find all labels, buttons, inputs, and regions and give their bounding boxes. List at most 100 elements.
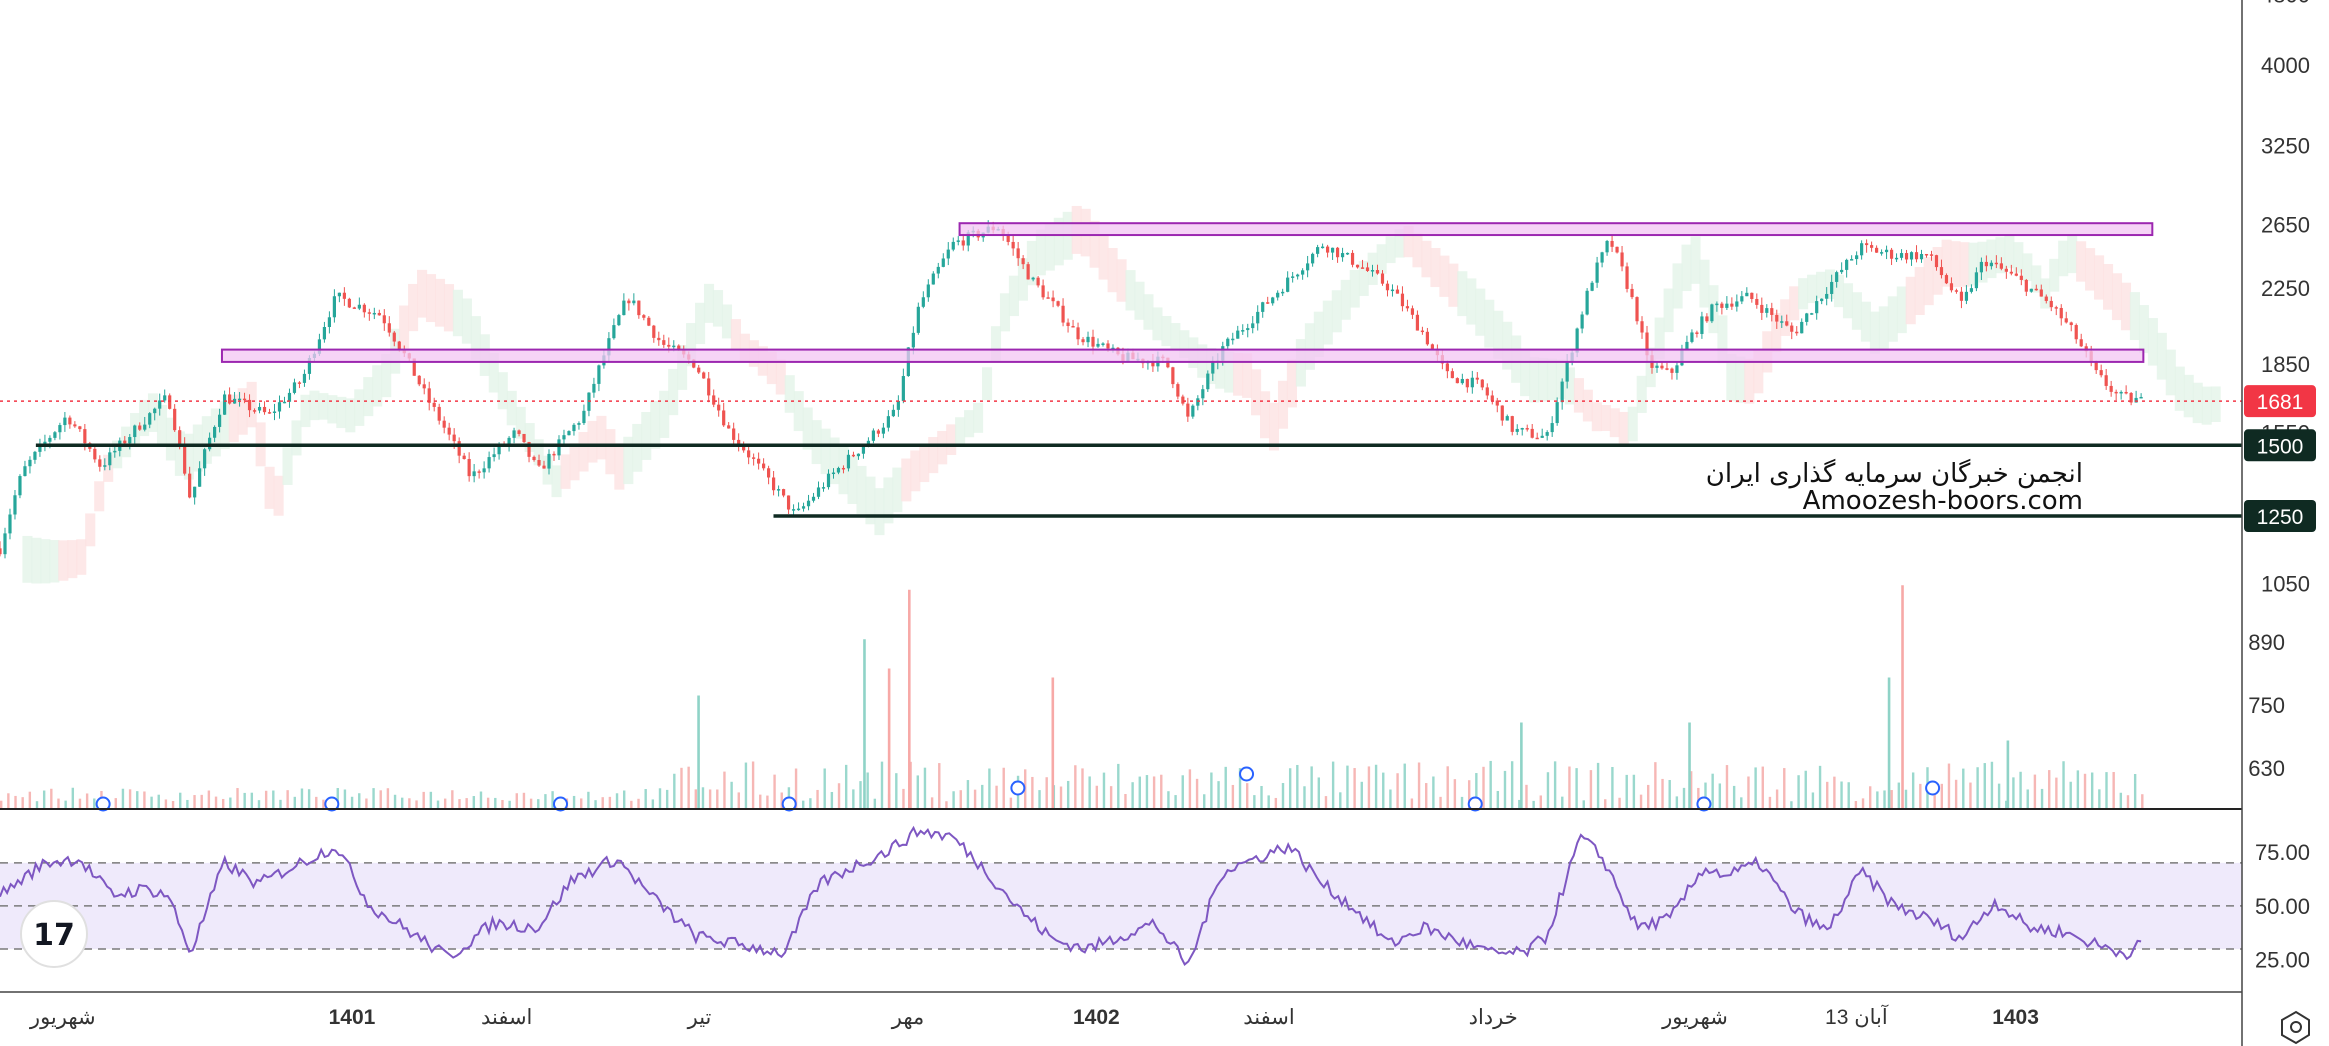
candle-body [2004,268,2008,272]
cloud-segment [1887,296,1898,342]
cloud-segment [820,428,831,475]
candle-body [1301,270,1305,275]
candle-body [1011,241,1015,249]
time-axis[interactable]: شهریور 1401 اسفند تیر مهر 1402 اسفند خرداد شهریو… [29,1003,2039,1030]
volume-spike [1051,677,1055,808]
cloud-segment [1125,270,1136,311]
candle-body [637,300,641,316]
cloud-segment [1654,317,1665,360]
candle-body [173,408,177,431]
candle-body [622,300,626,316]
volume-bar [1732,785,1736,808]
candle-body [1740,296,1744,302]
resistance-zones[interactable] [220,222,2154,363]
volume-bar [1654,762,1657,808]
candle-body [183,443,187,474]
volume-bar [1117,763,1120,808]
candle-body [552,453,556,456]
candle-body [1989,262,1993,267]
cloud-segment [1376,244,1387,274]
volume-bar [1303,786,1306,808]
volume-bar [0,800,3,808]
candle-body [1480,379,1484,388]
support-lines[interactable] [35,443,2242,518]
cloud-segment [470,316,481,360]
volume-bar [494,797,497,808]
candle-body [153,408,157,414]
volume-bar [1962,768,1965,808]
candle-body [332,296,336,318]
candle-body [1465,378,1469,388]
volume-bar [1510,761,1514,808]
cloud-segment [1152,307,1163,341]
volume-bar [1145,775,1149,808]
candle-body [781,489,786,496]
candle-body [1291,276,1295,278]
volume-bar [229,797,232,808]
volume-bar [873,798,877,808]
volume-bar [2119,792,2123,808]
cloud-segment [1251,369,1262,416]
volume-bar [128,789,132,808]
volume-bar [257,800,261,808]
volume-bar [522,792,526,808]
candle-body [2134,397,2138,403]
candle-body [1510,416,1514,432]
volume-bar [902,788,905,808]
candle-body [143,424,147,430]
cloud-segment [1242,353,1253,398]
time-tick-label: 1403 [1992,1006,2039,1029]
volume-bar [1883,790,1886,808]
candle-body [397,341,401,350]
cloud-segment [578,432,589,472]
volume-bar [1775,789,1779,808]
cloud-segment [1179,330,1190,358]
cloud-segment [2129,292,2140,341]
candle-body [612,325,616,339]
volume-bar [572,795,576,808]
candle-body [831,472,836,475]
candle-body [1296,274,1300,277]
cloud-segment [659,390,670,438]
candle-body [1565,361,1569,382]
candle-body [1610,240,1614,247]
cloud-segment [730,319,741,351]
cloud-segment [219,401,230,450]
candle-body [1760,304,1764,313]
candle-body [1595,262,1599,283]
settings-hexagon-icon[interactable] [2281,1010,2310,1045]
cloud-segment [2138,305,2149,354]
volume-bar [393,794,397,808]
volume-bar [1625,774,1628,808]
cloud-segment [1493,310,1504,359]
cloud-segment [2201,386,2212,425]
candle-body [357,304,361,309]
volume-bar [1167,791,1170,808]
candle-body [2064,318,2068,323]
volume-bar [1088,776,1091,808]
volume-bar [1389,789,1392,808]
candle-body [1580,314,1584,329]
cloud-segment [560,454,571,489]
price-axis[interactable]: 48004000325026502250185015501050 [2261,0,2310,597]
event-marker [1239,766,1255,782]
volume-bar [279,799,282,808]
volume-bar [1647,784,1650,808]
volume-bar [1031,776,1034,808]
candle-body [1655,365,1659,368]
tradingview-logo[interactable]: 17 [20,900,88,968]
ichimoku-cloud [22,205,2221,584]
cloud-segment [1304,323,1315,370]
cloud-segment [1941,239,1952,287]
volume-bar [1009,797,1013,808]
candle-body [457,441,461,456]
cloud-segment [928,437,939,474]
cloud-segment [2058,240,2069,277]
candle-body [1919,253,1924,260]
cloud-segment [1824,269,1836,299]
candle-body [292,382,297,393]
candle-body [1196,398,1200,406]
volume-bar [465,798,468,808]
candle-body [53,432,57,438]
